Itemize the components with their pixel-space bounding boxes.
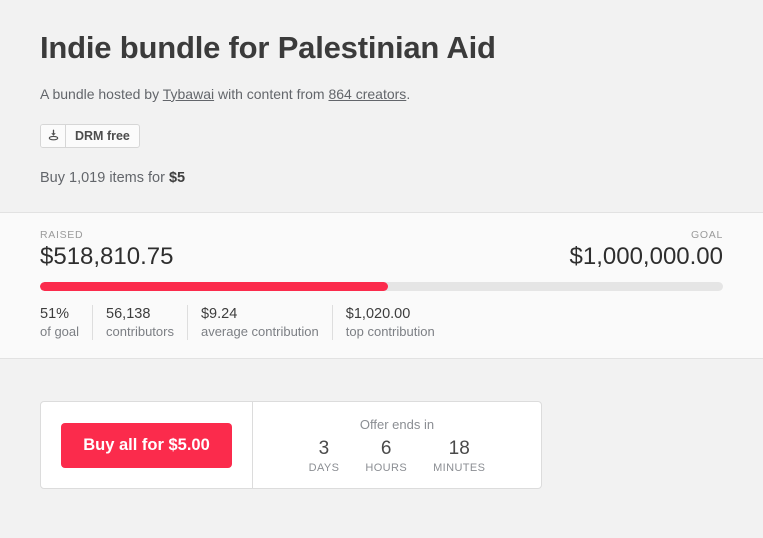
countdown-label: HOURS	[365, 462, 408, 475]
stat-value: 51%	[40, 306, 70, 323]
raised-label: RAISED	[40, 228, 84, 241]
drm-free-download-icon	[41, 124, 66, 147]
stat-item: $1,020.00 top contribution	[331, 305, 448, 341]
stat-label: average contribution	[200, 324, 319, 340]
stat-item: 56,138 contributors	[92, 305, 187, 341]
host-link[interactable]: Tybawai	[162, 85, 215, 102]
countdown-value: 18	[448, 438, 470, 460]
countdown-label: MINUTES	[433, 462, 486, 475]
drm-free-badge: DRM free	[40, 123, 140, 148]
countdown-unit-days: 3 DAYS	[296, 438, 353, 474]
purchase-section: Buy all for $5.00 Offer ends in 3 DAYS 6…	[0, 359, 763, 490]
buy-summary-price: $5	[168, 169, 186, 186]
offer-ends-in-label: Offer ends in	[359, 417, 435, 433]
campaign-stats-row: 51% of goal 56,138 contributors $9.24 av…	[40, 305, 723, 341]
campaign-amounts: RAISED $518,810.75 GOAL $1,000,000.00	[40, 229, 723, 270]
raised-block: RAISED $518,810.75	[40, 229, 173, 270]
goal-label: GOAL	[691, 228, 723, 241]
progress-bar-fill	[40, 282, 389, 292]
stat-value: 56,138	[106, 306, 151, 323]
goal-value: $1,000,000.00	[569, 242, 723, 270]
byline-suffix: .	[406, 85, 411, 102]
raised-value: $518,810.75	[40, 242, 174, 270]
page-title: Indie bundle for Palestinian Aid	[40, 30, 496, 65]
countdown-timer: 3 DAYS 6 HOURS 18 MINUTES	[263, 438, 531, 474]
countdown-value: 6	[380, 438, 392, 460]
stat-value: $1,020.00	[345, 306, 411, 323]
countdown-label: DAYS	[308, 462, 340, 475]
creators-link[interactable]: 864 creators	[328, 85, 407, 102]
byline-prefix: A bundle hosted by	[40, 85, 163, 102]
progress-bar-track	[40, 282, 723, 292]
stat-label: of goal	[40, 324, 80, 340]
campaign-progress-section: RAISED $518,810.75 GOAL $1,000,000.00 51…	[0, 211, 763, 360]
stat-item: 51% of goal	[40, 305, 92, 340]
countdown-value: 3	[318, 438, 330, 460]
stat-label: top contribution	[345, 324, 435, 340]
offer-countdown-cell: Offer ends in 3 DAYS 6 HOURS 18 MINUTES	[253, 402, 541, 488]
stat-value: $9.24	[200, 306, 238, 323]
buy-summary-line: Buy 1,019 items for $5	[40, 170, 723, 212]
buy-button-cell: Buy all for $5.00	[41, 402, 253, 489]
bundle-header: Indie bundle for Palestinian Aid A bundl…	[0, 0, 763, 212]
purchase-panel: Buy all for $5.00 Offer ends in 3 DAYS 6…	[40, 401, 542, 490]
buy-summary-text: Buy 1,019 items for	[40, 169, 169, 186]
drm-free-label: DRM free	[75, 128, 130, 143]
countdown-unit-hours: 6 HOURS	[352, 438, 420, 474]
stat-item: $9.24 average contribution	[186, 305, 332, 341]
buy-all-button[interactable]: Buy all for $5.00	[61, 422, 232, 468]
byline-middle: with content from	[214, 85, 329, 102]
goal-block: GOAL $1,000,000.00	[570, 229, 723, 270]
bundle-byline: A bundle hosted by Tybawai with content …	[40, 86, 723, 102]
countdown-unit-minutes: 18 MINUTES	[420, 438, 498, 474]
stat-label: contributors	[106, 324, 174, 340]
